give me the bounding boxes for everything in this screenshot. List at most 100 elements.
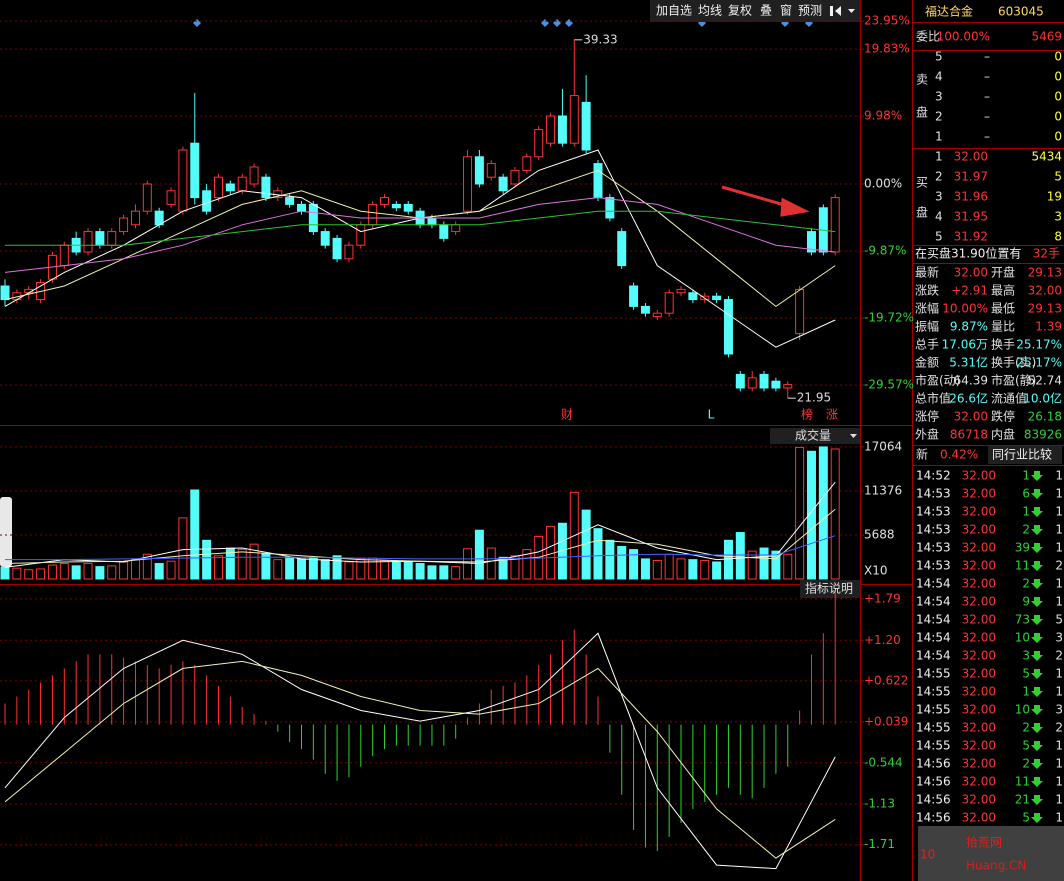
candle-body [771, 380, 781, 389]
level-index: 1 [935, 150, 943, 164]
stat-value: 10.00% [942, 302, 988, 316]
candle-body [249, 166, 259, 185]
stat-value: 25.17% [1016, 338, 1062, 352]
tick-count: 1 [1055, 595, 1063, 609]
candle-body [486, 163, 496, 178]
candle-body [225, 183, 235, 192]
candle-body [510, 169, 520, 185]
candle-body [522, 156, 532, 171]
toolbar-button[interactable]: 预测 [798, 4, 822, 18]
tick-volume: 2 [1022, 523, 1030, 537]
tick-volume: 11 [1015, 559, 1030, 573]
volume-bar [71, 565, 81, 580]
volume-bar [652, 559, 662, 580]
dropdown[interactable] [850, 434, 857, 438]
toolbar [650, 0, 860, 22]
toolbar-button[interactable]: 叠 [760, 4, 772, 18]
panel-title[interactable]: 成交量 [795, 428, 831, 443]
candle-body [285, 197, 295, 205]
indicator-selector[interactable] [770, 428, 860, 444]
volume-bar [783, 553, 793, 580]
candle-body [534, 129, 544, 158]
stat-label: 涨幅 [915, 301, 939, 316]
y-tick-label: -19.72% [864, 311, 914, 325]
tick-volume: 73 [1015, 613, 1030, 627]
down-arrow [1031, 651, 1043, 661]
volume-bar [806, 450, 816, 580]
toolbar-button[interactable]: 加自选 [656, 4, 692, 18]
tick-time: 14:55 [916, 685, 951, 699]
candle-body [190, 142, 200, 199]
volume-bar [36, 568, 46, 580]
y-tick-label: -1.13 [864, 796, 895, 810]
stat-label: 市盈(动) [915, 373, 960, 388]
tick-time: 14:55 [916, 739, 951, 753]
candle-body [130, 210, 140, 226]
tick-time: 14:55 [916, 721, 951, 735]
volume-bar [130, 558, 140, 580]
candle-body [368, 203, 378, 226]
down-arrow [1031, 615, 1043, 625]
volume-bar [12, 567, 22, 580]
side-label: 盘 [916, 105, 928, 120]
volume-bar [522, 549, 532, 580]
volume-bar [795, 446, 805, 580]
tick-price: 32.00 [962, 757, 996, 771]
candle-body [759, 373, 769, 389]
candle-body [463, 156, 473, 212]
toolbar-dropdown[interactable] [848, 9, 855, 13]
volume-bar [178, 517, 188, 580]
down-arrow [1031, 633, 1043, 643]
compare-button[interactable]: 同行业比较 [992, 447, 1052, 462]
tick-volume: 39 [1015, 541, 1030, 555]
candle-body [747, 377, 757, 389]
stat-label: 量比 [991, 320, 1015, 334]
candle-body [166, 190, 176, 205]
indicator-help[interactable] [800, 580, 860, 598]
y-tick-label: 5688 [864, 527, 895, 541]
scroll-handle[interactable] [0, 497, 12, 567]
volume-bar [154, 563, 164, 580]
indicator-line [4, 508, 836, 564]
stat-label: 外盘 [915, 427, 939, 442]
toolbar-button[interactable]: 复权 [728, 4, 752, 18]
candle-body [0, 285, 10, 301]
level-index: 5 [935, 230, 943, 244]
bid-volume: 5434 [1031, 150, 1062, 164]
y-tick-label: -1.71 [864, 837, 895, 851]
y-tick-label: -9.87% [864, 244, 906, 258]
tick-volume: 11 [1015, 775, 1030, 789]
toolbar-button[interactable]: 窗 [780, 4, 792, 18]
stat-label: 开盘 [991, 265, 1015, 280]
tick-count: 1 [1055, 541, 1063, 555]
down-arrow [1031, 471, 1043, 481]
volume-bar [830, 448, 840, 580]
tick-price: 32.00 [962, 523, 996, 537]
volume-bar [356, 558, 366, 580]
toolbar-button[interactable]: 均线 [698, 4, 722, 18]
candle-body [213, 176, 223, 199]
volume-bar [166, 560, 176, 580]
tick-volume: 9 [1022, 595, 1030, 609]
volume-bar [0, 566, 10, 580]
volume-bar [249, 543, 259, 580]
bid-price: 31.92 [954, 230, 988, 244]
volume-bar [474, 529, 484, 580]
stat-label: 总手 [915, 338, 939, 352]
toolbar-icon[interactable] [830, 6, 841, 16]
stat-value: 10.0亿 [1023, 391, 1062, 406]
candle-body [237, 176, 247, 192]
ask-volume: 0 [1054, 90, 1062, 104]
candle-body [581, 101, 591, 151]
candle-body [557, 115, 567, 144]
panel-title[interactable]: 指标说明 [805, 581, 853, 596]
event-label: L [708, 408, 715, 422]
tick-price: 32.00 [962, 721, 996, 735]
bid-volume: 19 [1047, 190, 1062, 204]
down-arrow [1031, 579, 1043, 589]
candle-body [723, 299, 733, 355]
tick-count: 1 [1055, 793, 1063, 807]
watermark-logo: 10 [920, 848, 935, 862]
compare-button[interactable] [988, 446, 1062, 464]
